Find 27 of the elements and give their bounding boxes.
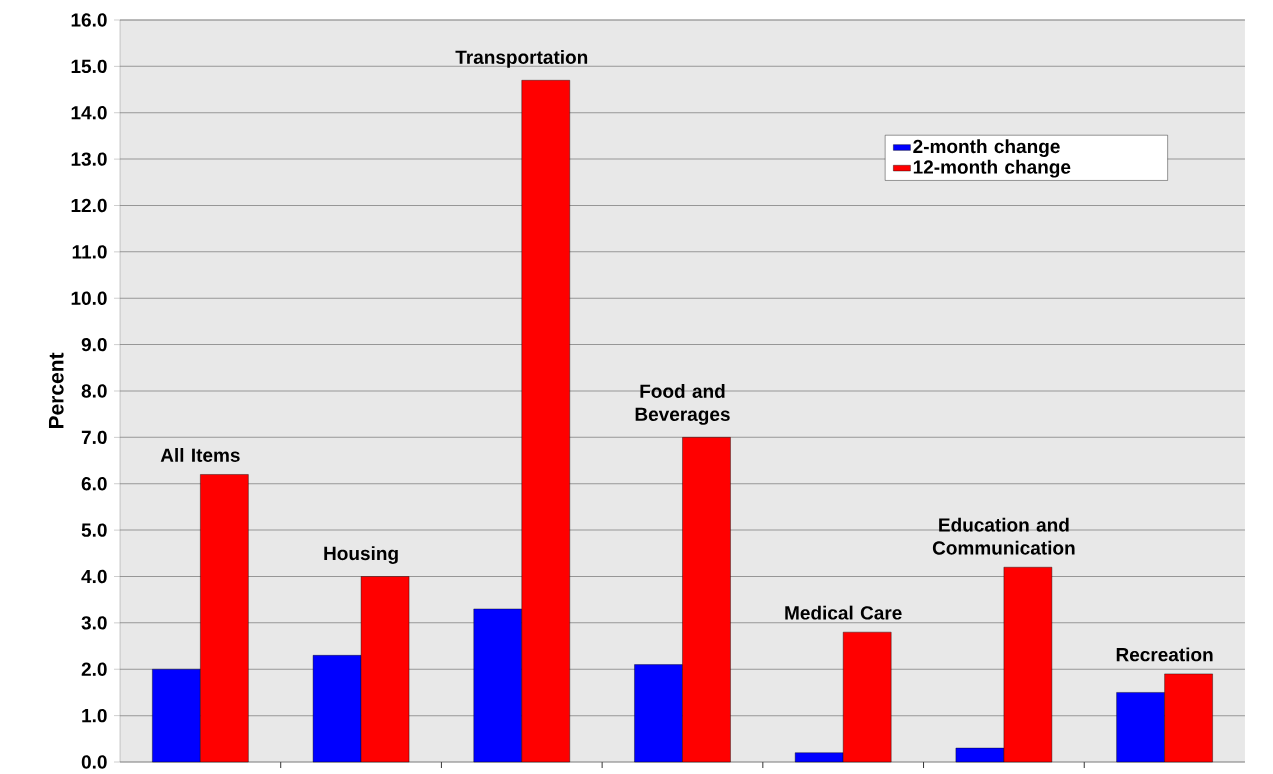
y-tick-label: 14.0	[71, 106, 107, 120]
y-tick-label: 3.0	[81, 616, 107, 630]
y-tick-label: 4.0	[81, 569, 107, 584]
y-tick-label: 15.0	[71, 59, 107, 74]
y-tick-label: 11.0	[72, 245, 107, 259]
y-tick-label: 12.0	[71, 198, 107, 213]
x-tick-label: Food and Beverages	[635, 384, 730, 425]
y-tick-label: 7.0	[81, 430, 107, 445]
x-tick-label: Recreation	[1116, 647, 1213, 662]
y-tick-label: 1.0	[82, 708, 107, 723]
y-tick-label: 0.0	[81, 755, 107, 769]
x-tick-label: Transportation	[455, 50, 588, 68]
x-tick-label: Medical Care	[785, 605, 902, 620]
legend-label: 12-month change	[913, 159, 1071, 178]
y-tick-label: 6.0	[81, 477, 107, 491]
y-axis-title: Percent	[48, 352, 64, 429]
x-tick-label: Housing	[324, 546, 398, 564]
legend-label: 2-month change	[913, 139, 1060, 157]
x-tick-label: Education and Communication	[932, 517, 1075, 555]
y-tick-label: 13.0	[71, 152, 107, 166]
y-tick-label: 9.0	[81, 337, 107, 352]
x-tick-label: All Items	[160, 447, 240, 462]
y-tick-label: 10.0	[71, 291, 107, 305]
y-tick-label: 16.0	[71, 13, 107, 27]
y-tick-label: 5.0	[81, 523, 107, 537]
y-tick-label: 8.0	[81, 384, 107, 398]
y-tick-label: 2.0	[81, 662, 107, 676]
